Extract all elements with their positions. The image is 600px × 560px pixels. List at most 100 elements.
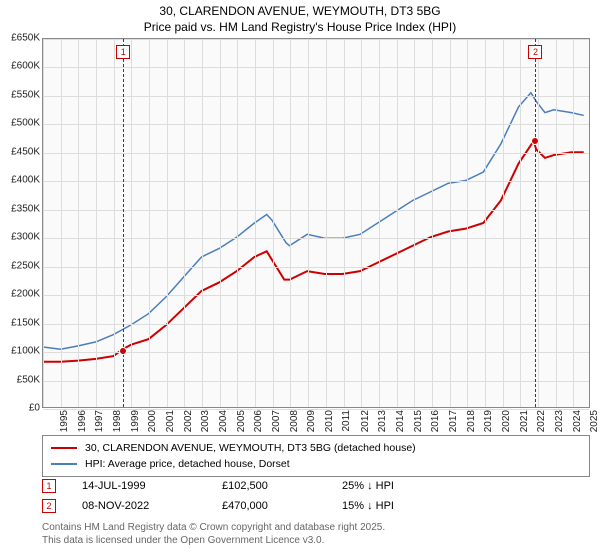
legend: 30, CLARENDON AVENUE, WEYMOUTH, DT3 5BG …: [42, 435, 590, 477]
legend-swatch: [51, 447, 77, 449]
legend-row: HPI: Average price, detached house, Dors…: [51, 456, 581, 472]
y-tick-label: £400K: [0, 175, 40, 186]
gridline-v: [43, 39, 44, 407]
legend-swatch: [51, 463, 77, 465]
footer-line-1: Contains HM Land Registry data © Crown c…: [42, 522, 590, 535]
x-tick-label: 2017: [448, 410, 459, 432]
marker-badge: 1: [116, 45, 130, 59]
gridline-v: [131, 39, 132, 407]
x-tick-label: 2009: [306, 410, 317, 432]
x-tick-label: 1999: [129, 410, 140, 432]
sale-badge: 1: [42, 479, 56, 493]
sale-price: £470,000: [222, 500, 342, 512]
x-tick-label: 2012: [359, 410, 370, 432]
x-axis: 1995199619971998199920002001200220032004…: [42, 408, 590, 430]
gridline-v: [485, 39, 486, 407]
sale-pct: 25% ↓ HPI: [342, 480, 462, 492]
gridline-h: [43, 39, 589, 40]
y-tick-label: £300K: [0, 232, 40, 243]
gridline-v: [237, 39, 238, 407]
x-tick-label: 2000: [147, 410, 158, 432]
x-tick-label: 2002: [182, 410, 193, 432]
gridline-v: [467, 39, 468, 407]
gridline-v: [326, 39, 327, 407]
gridline-v: [414, 39, 415, 407]
gridline-v: [273, 39, 274, 407]
gridline-h: [43, 324, 589, 325]
marker-line: [535, 39, 536, 407]
x-tick-label: 2001: [165, 410, 176, 432]
y-tick-label: £600K: [0, 61, 40, 72]
footer: Contains HM Land Registry data © Crown c…: [42, 522, 590, 547]
x-tick-label: 2007: [271, 410, 282, 432]
gridline-v: [149, 39, 150, 407]
gridline-v: [96, 39, 97, 407]
sale-badge: 2: [42, 499, 56, 513]
y-tick-label: £150K: [0, 317, 40, 328]
gridline-h: [43, 210, 589, 211]
x-tick-label: 2018: [465, 410, 476, 432]
gridline-v: [538, 39, 539, 407]
x-tick-label: 1996: [76, 410, 87, 432]
x-tick-label: 2006: [253, 410, 264, 432]
x-tick-label: 2004: [218, 410, 229, 432]
x-tick-label: 2015: [412, 410, 423, 432]
gridline-v: [450, 39, 451, 407]
gridline-v: [61, 39, 62, 407]
gridline-v: [114, 39, 115, 407]
x-tick-label: 2022: [536, 410, 547, 432]
gridline-h: [43, 96, 589, 97]
y-tick-label: £250K: [0, 260, 40, 271]
x-tick-label: 1995: [59, 410, 70, 432]
sale-date: 08-NOV-2022: [82, 500, 222, 512]
legend-row: 30, CLARENDON AVENUE, WEYMOUTH, DT3 5BG …: [51, 440, 581, 456]
gridline-h: [43, 153, 589, 154]
gridline-v: [503, 39, 504, 407]
sale-pct: 15% ↓ HPI: [342, 500, 462, 512]
gridline-v: [556, 39, 557, 407]
x-tick-label: 2014: [395, 410, 406, 432]
x-tick-label: 2011: [341, 410, 352, 432]
gridline-v: [520, 39, 521, 407]
gridline-v: [361, 39, 362, 407]
x-tick-label: 1998: [112, 410, 123, 432]
gridline-v: [397, 39, 398, 407]
gridline-h: [43, 181, 589, 182]
sale-row: 114-JUL-1999£102,50025% ↓ HPI: [42, 476, 590, 496]
gridline-h: [43, 124, 589, 125]
gridline-v: [167, 39, 168, 407]
x-tick-label: 2019: [483, 410, 494, 432]
gridline-h: [43, 295, 589, 296]
gridline-h: [43, 238, 589, 239]
plot-area: 12: [42, 38, 590, 408]
gridline-v: [78, 39, 79, 407]
marker-point: [531, 137, 539, 145]
y-tick-label: £50K: [0, 374, 40, 385]
title-line-1: 30, CLARENDON AVENUE, WEYMOUTH, DT3 5BG: [0, 4, 600, 20]
x-tick-label: 2008: [289, 410, 300, 432]
gridline-v: [290, 39, 291, 407]
gridline-h: [43, 381, 589, 382]
title-block: 30, CLARENDON AVENUE, WEYMOUTH, DT3 5BG …: [0, 0, 600, 35]
footer-line-2: This data is licensed under the Open Gov…: [42, 535, 590, 548]
gridline-v: [184, 39, 185, 407]
x-tick-label: 2020: [501, 410, 512, 432]
legend-label: 30, CLARENDON AVENUE, WEYMOUTH, DT3 5BG …: [85, 442, 416, 454]
marker-point: [119, 347, 127, 355]
marker-badge: 2: [528, 45, 542, 59]
chart-container: 30, CLARENDON AVENUE, WEYMOUTH, DT3 5BG …: [0, 0, 600, 560]
x-tick-label: 2024: [571, 410, 582, 432]
x-tick-label: 2023: [554, 410, 565, 432]
gridline-v: [202, 39, 203, 407]
gridline-v: [379, 39, 380, 407]
title-line-2: Price paid vs. HM Land Registry's House …: [0, 20, 600, 36]
gridline-v: [344, 39, 345, 407]
x-tick-label: 2021: [518, 410, 529, 432]
y-axis: £0£50K£100K£150K£200K£250K£300K£350K£400…: [0, 38, 42, 408]
y-tick-label: £650K: [0, 33, 40, 44]
y-tick-label: £0: [0, 403, 40, 414]
gridline-v: [220, 39, 221, 407]
y-tick-label: £350K: [0, 203, 40, 214]
gridline-h: [43, 67, 589, 68]
gridline-h: [43, 267, 589, 268]
